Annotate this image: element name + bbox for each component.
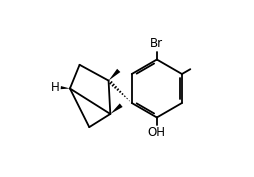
Text: OH: OH	[148, 126, 166, 139]
Polygon shape	[110, 103, 123, 114]
Polygon shape	[61, 86, 70, 89]
Text: Br: Br	[150, 37, 163, 50]
Polygon shape	[108, 69, 120, 81]
Text: H: H	[51, 81, 59, 94]
